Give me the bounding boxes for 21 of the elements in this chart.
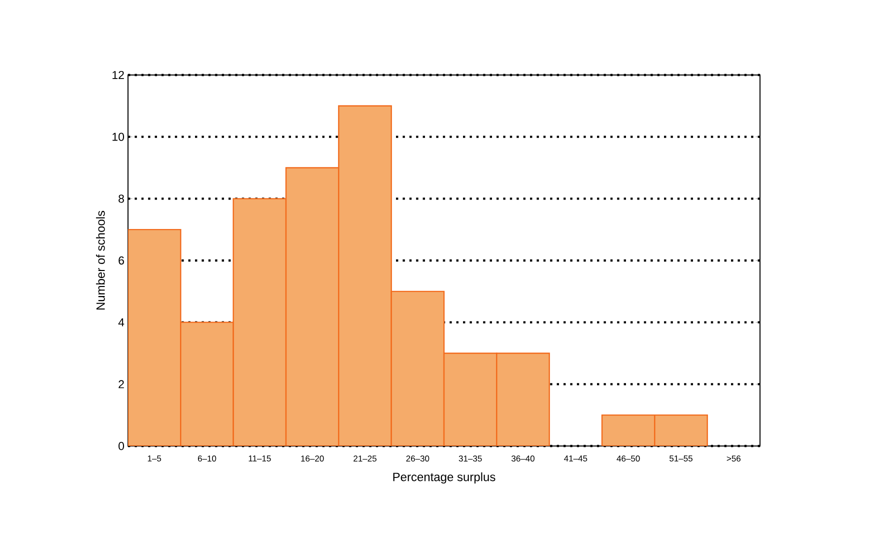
y-tick-label: 2 bbox=[118, 380, 124, 388]
y-tick-label: 0 bbox=[118, 442, 124, 450]
x-tick-label: 16–20 bbox=[301, 456, 324, 462]
x-tick-label: 1–5 bbox=[148, 456, 162, 462]
y-tick-label: 4 bbox=[118, 318, 124, 326]
x-axis-title: Percentage surplus bbox=[393, 472, 496, 484]
x-tick-label: 36–40 bbox=[512, 456, 534, 462]
x-tick-label: 51–55 bbox=[670, 456, 692, 462]
x-tick-label: 46–50 bbox=[616, 456, 640, 462]
y-tick-label: 8 bbox=[118, 194, 124, 203]
x-tick-label: 41–45 bbox=[564, 456, 588, 462]
x-tick-label: 11–15 bbox=[248, 456, 271, 462]
y-tick-label: 6 bbox=[118, 256, 124, 265]
y-tick-label: 12 bbox=[112, 70, 124, 80]
x-tick-label: >56 bbox=[726, 456, 741, 462]
x-tick-label: 6–10 bbox=[198, 456, 216, 462]
y-axis-title: Number of schools bbox=[96, 210, 105, 310]
x-tick-label: 26–30 bbox=[406, 456, 430, 462]
x-tick-label: 31–35 bbox=[458, 456, 482, 462]
y-tick-label: 10 bbox=[112, 132, 124, 141]
x-tick-label: 21–25 bbox=[354, 456, 376, 462]
